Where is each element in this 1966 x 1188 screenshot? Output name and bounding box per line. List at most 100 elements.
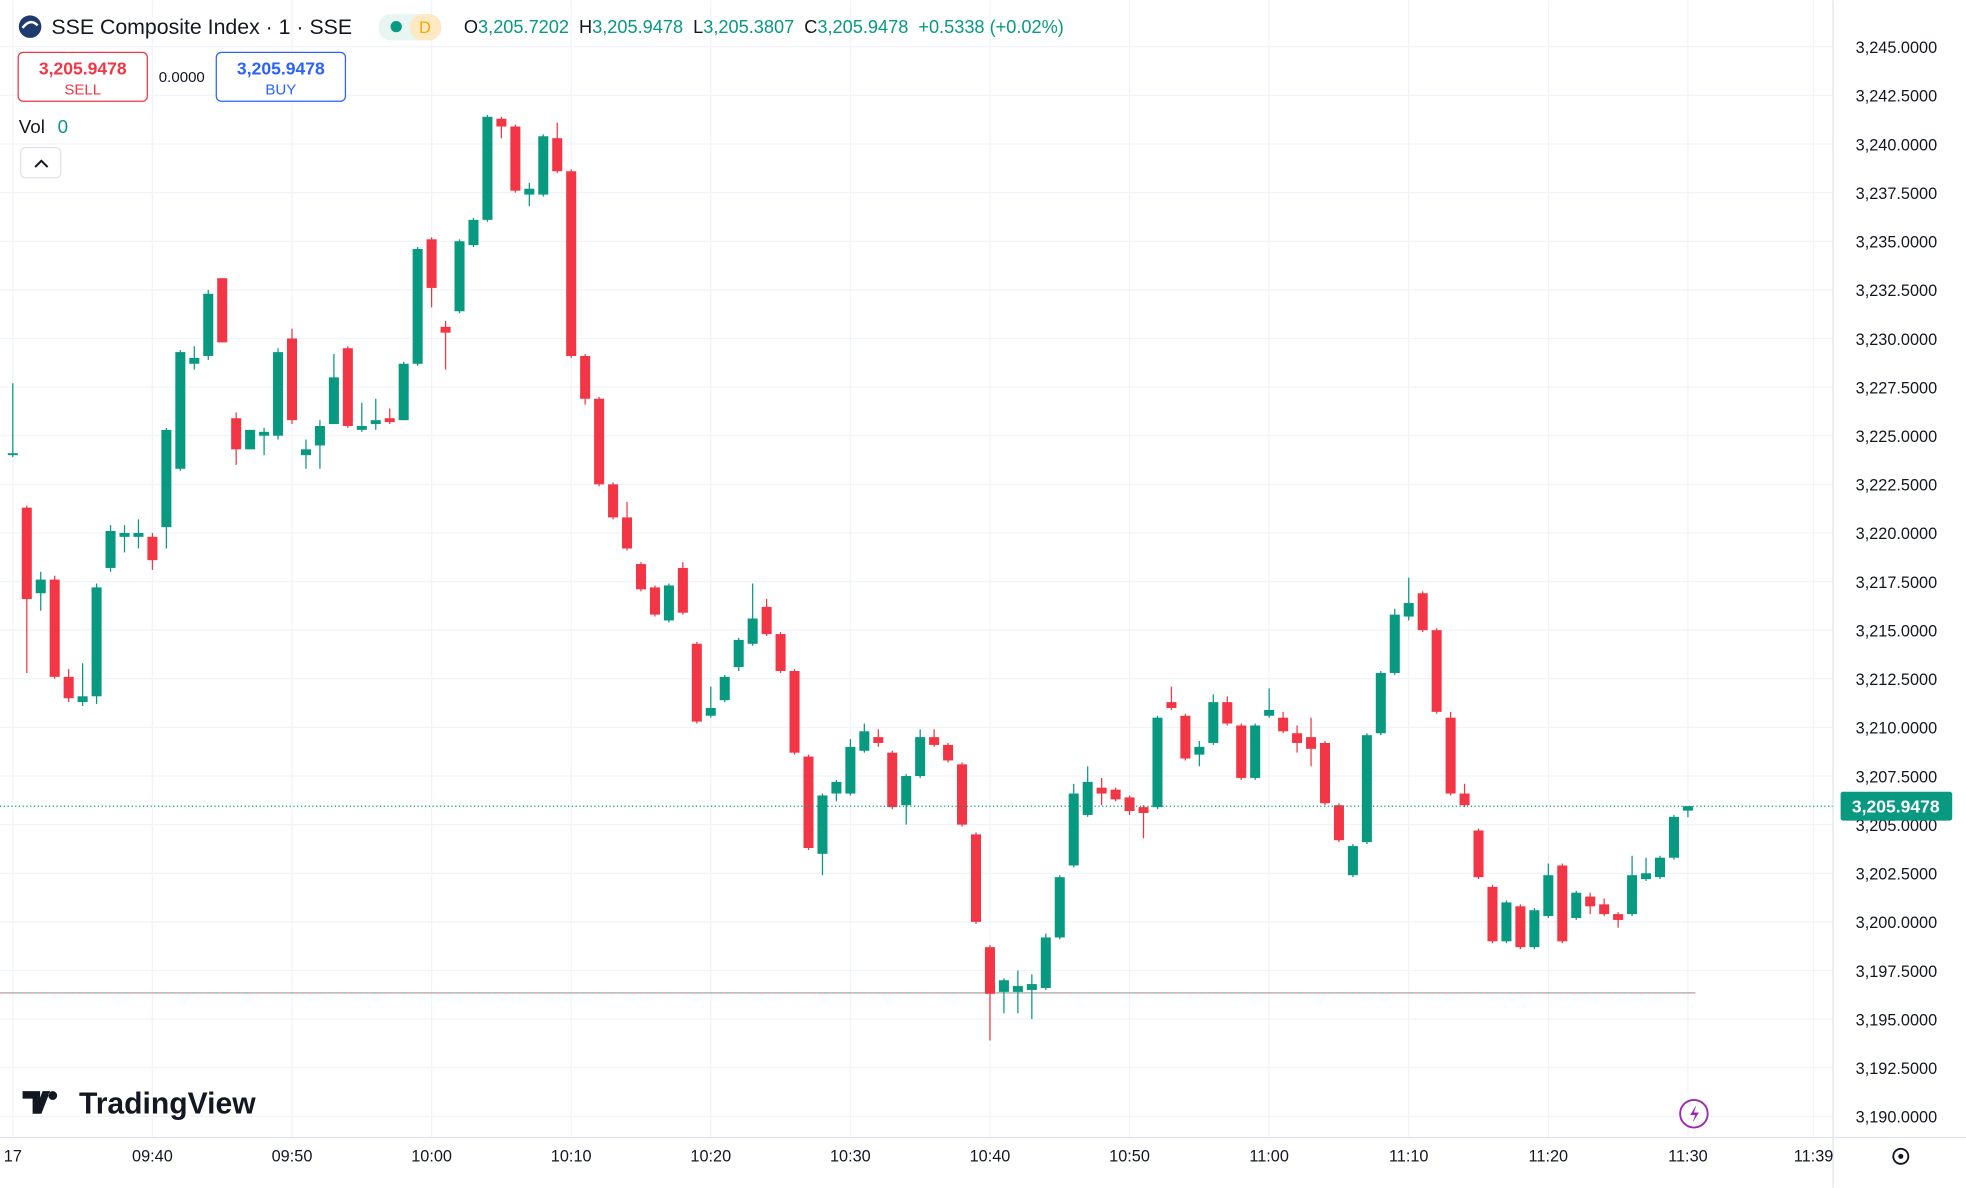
- candle-body: [1333, 805, 1344, 841]
- candles: [0, 114, 1834, 1041]
- brand: TradingView: [22, 1088, 256, 1121]
- x-tick-label: 10:50: [1109, 1147, 1150, 1165]
- candle-body: [496, 118, 507, 127]
- x-tick-label: 11:00: [1249, 1147, 1289, 1165]
- price-label-bg: [1840, 791, 1953, 821]
- candle-body: [77, 696, 88, 703]
- candle-body: [482, 116, 493, 220]
- candle-body: [328, 377, 339, 425]
- candle-body: [426, 239, 437, 288]
- axes: 3,245.0000 3,242.5000 3,240.0000 3,237.5000…: [4, 39, 1953, 1165]
- candle-body: [35, 579, 46, 594]
- candle-body: [286, 338, 298, 421]
- y-tick-label: 3,242.5000: [1856, 88, 1938, 106]
- candle-body: [1641, 873, 1652, 880]
- y-tick-label: 3,245.0000: [1856, 39, 1938, 57]
- candle-body: [1236, 725, 1247, 778]
- candle-body: [1319, 742, 1330, 804]
- candle-body: [203, 293, 214, 356]
- sell-label: SELL: [64, 81, 101, 98]
- candle-body: [63, 676, 74, 699]
- candle-body: [719, 676, 730, 701]
- settings-icon-center: [1898, 1153, 1904, 1159]
- candle-body: [189, 357, 200, 364]
- candle-body: [412, 249, 423, 364]
- candle-body: [901, 776, 912, 806]
- y-tick-label: 3,210.0000: [1856, 720, 1938, 738]
- candle-body: [998, 980, 1009, 992]
- symbol-title[interactable]: SSE Composite Index · 1 · SSE: [51, 15, 352, 39]
- y-tick-label: 3,200.0000: [1856, 914, 1938, 932]
- brand-name: TradingView: [79, 1088, 256, 1121]
- candle-body: [133, 532, 144, 537]
- candle-body: [1613, 914, 1624, 920]
- y-tick-label: 3,240.0000: [1856, 136, 1938, 154]
- y-tick-label: 3,192.5000: [1856, 1060, 1938, 1078]
- candle-body: [1571, 892, 1582, 918]
- candle-body: [1292, 733, 1303, 743]
- candle-body: [761, 606, 772, 635]
- candle-body: [929, 737, 940, 745]
- candle-body: [1627, 875, 1638, 915]
- candle-body: [1222, 702, 1233, 724]
- sell-price: 3,205.9478: [39, 58, 127, 78]
- ohlc-values: O3,205.7202 H3,205.9478 L3,205.3807 C3,205.…: [464, 17, 1064, 37]
- candle-body: [1264, 709, 1275, 716]
- candle-body: [538, 136, 549, 195]
- x-tick-label: 11:10: [1389, 1147, 1429, 1165]
- candle-body: [594, 398, 605, 485]
- x-tick-label: 09:40: [132, 1147, 173, 1165]
- candle-body: [1543, 875, 1554, 917]
- candle-body: [49, 579, 60, 677]
- candle-body: [747, 618, 758, 644]
- candle-body: [1557, 865, 1568, 942]
- y-tick-label: 3,195.0000: [1856, 1011, 1938, 1029]
- buy-button[interactable]: [215, 51, 347, 102]
- ohlc-key: C: [804, 17, 817, 37]
- candle-body: [873, 737, 884, 743]
- legend-header: SSE Composite Index · 1 · SSE D O3,205.7…: [18, 14, 1064, 41]
- candle-body: [370, 420, 381, 425]
- candle-body: [970, 834, 982, 922]
- candle-body: [1180, 715, 1191, 759]
- ohlc-value: 3,205.9478: [817, 17, 908, 37]
- x-tick-label: 10:00: [411, 1147, 452, 1165]
- settings-icon[interactable]: [1892, 1147, 1910, 1165]
- sell-button[interactable]: [17, 51, 148, 102]
- candle-body: [1040, 937, 1051, 988]
- candle-body: [915, 737, 926, 777]
- badge: D: [419, 19, 431, 37]
- candle-body: [1250, 725, 1261, 778]
- candle-body: [608, 484, 619, 518]
- candle-body: [566, 171, 577, 356]
- candle-body: [1487, 886, 1498, 942]
- candle-body: [1082, 781, 1093, 815]
- candle-body: [1054, 877, 1065, 938]
- candle-body: [1208, 702, 1219, 743]
- candle-body: [957, 764, 968, 825]
- symbol-logo-mark: [21, 20, 39, 29]
- candle-body: [161, 429, 172, 528]
- candle-body: [789, 671, 800, 753]
- y-tick-label: 3,207.5000: [1856, 768, 1938, 786]
- candle-body: [580, 355, 591, 399]
- ohlc-value: 3,205.9478: [592, 17, 683, 37]
- ohlc-key: O: [464, 17, 478, 37]
- candle-body: [817, 795, 828, 854]
- y-tick-label: 3,197.5000: [1856, 963, 1938, 981]
- x-tick-label: 09:50: [272, 1147, 313, 1165]
- y-tick-label: 3,232.5000: [1856, 282, 1938, 300]
- x-tick-label: 17: [4, 1147, 22, 1165]
- candle-body: [468, 219, 479, 246]
- candle-body: [245, 429, 256, 450]
- candle-body: [1585, 896, 1596, 907]
- x-tick-label: 10:20: [690, 1147, 731, 1165]
- candle-body: [1026, 984, 1037, 990]
- candle-body: [1473, 830, 1484, 878]
- candle-body: [984, 947, 995, 994]
- chevron-icon: [34, 159, 49, 168]
- buy-price: 3,205.9478: [237, 58, 325, 78]
- candle-body: [1194, 746, 1205, 755]
- candle-body: [1278, 717, 1289, 732]
